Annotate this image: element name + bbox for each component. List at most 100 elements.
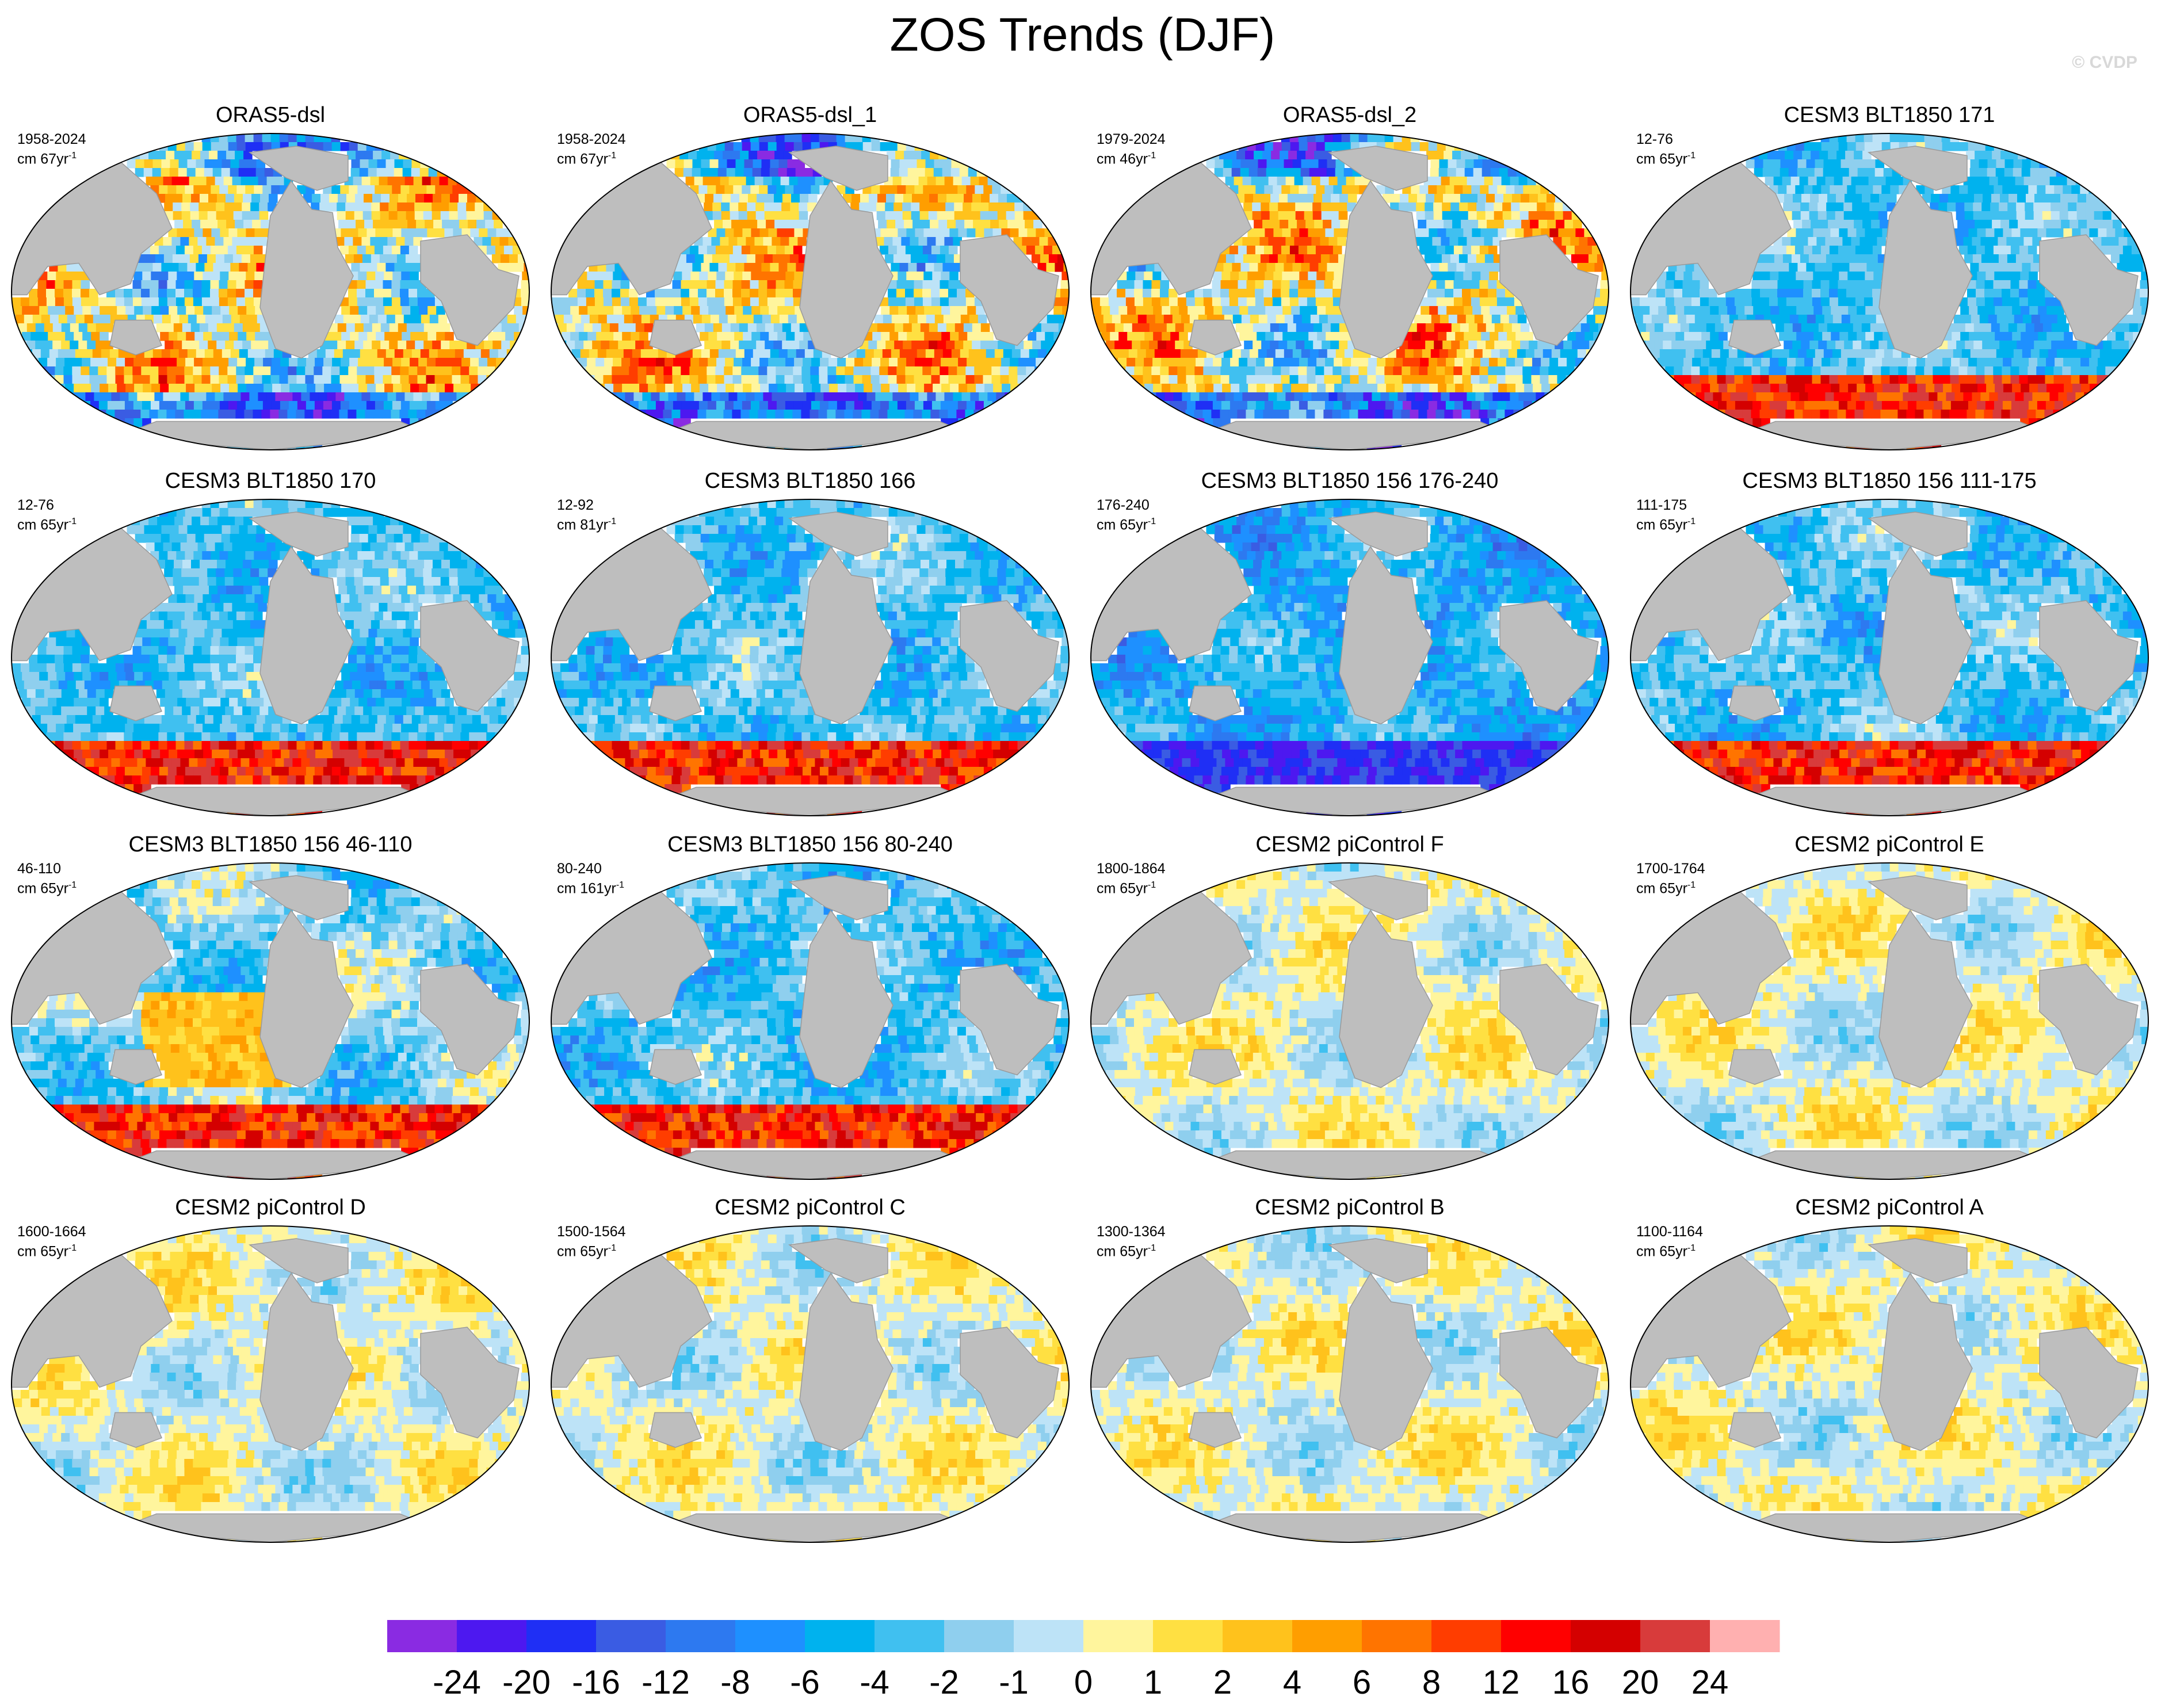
trend-cell [1251, 392, 1260, 402]
trend-cell [35, 323, 45, 333]
trend-cell [1823, 349, 1833, 358]
trend-cell [920, 341, 929, 350]
trend-cell [1575, 358, 1584, 367]
trend-cell [684, 159, 693, 169]
trend-cell [919, 202, 929, 212]
trend-cell [1031, 254, 1041, 263]
trend-cell [161, 168, 170, 177]
trend-cell [296, 375, 306, 384]
trend-cell [1308, 306, 1318, 315]
trend-cell [1041, 341, 1050, 350]
trend-cell [955, 194, 964, 203]
trend-cell [1498, 228, 1507, 238]
trend-cell [206, 177, 216, 186]
trend-cell [375, 358, 384, 367]
trend-cell [193, 401, 203, 410]
trend-cell [365, 246, 375, 255]
trend-cell [496, 228, 505, 238]
trend-cell [1663, 341, 1672, 350]
trend-cell [1689, 323, 1698, 333]
trend-cell [197, 392, 207, 402]
trend-cell [735, 263, 744, 272]
trend-cell [158, 246, 168, 255]
trend-cell [530, 272, 535, 281]
trend-cell [594, 297, 604, 307]
trend-cell [1693, 384, 1702, 393]
trend-cell [841, 392, 850, 402]
trend-cell [331, 185, 341, 194]
trend-cell [791, 194, 800, 203]
trend-cell [631, 332, 640, 341]
trend-cell [734, 228, 743, 238]
trend-cell [852, 194, 861, 203]
trend-cell [404, 177, 414, 186]
trend-cell [983, 185, 992, 194]
trend-cell [1445, 289, 1454, 298]
trend-cell [1782, 177, 1792, 186]
trend-cell [589, 315, 599, 324]
trend-cell [953, 237, 962, 246]
trend-cell [1559, 384, 1568, 393]
trend-cell [89, 297, 99, 307]
trend-cell [1625, 289, 1631, 298]
trend-cell [1484, 177, 1494, 186]
trend-cell [1788, 168, 1798, 177]
trend-cell [1554, 202, 1563, 212]
trend-cell [1311, 392, 1320, 402]
trend-cell [61, 341, 70, 350]
trend-cell [1996, 159, 2006, 169]
trend-cell [898, 272, 907, 281]
trend-cell [1866, 168, 1876, 177]
trend-cell [1709, 358, 1719, 367]
trend-cell [984, 384, 994, 393]
trend-cell [1520, 323, 1530, 333]
trend-cell [1577, 263, 1586, 272]
trend-cell [165, 323, 174, 333]
trend-cell [1492, 392, 1502, 402]
trend-cell [1203, 366, 1212, 376]
trend-cell [2146, 323, 2148, 333]
trend-cell [911, 341, 921, 350]
trend-cell [1778, 272, 1788, 281]
trend-cell [1260, 254, 1270, 263]
trend-cell [1814, 168, 1824, 177]
trend-cell [2015, 254, 2025, 263]
trend-cell [219, 366, 228, 376]
trend-cell [253, 289, 262, 298]
trend-cell [364, 194, 373, 203]
trend-cell [753, 263, 762, 272]
trend-cell [612, 280, 621, 289]
trend-cell [1907, 375, 1916, 384]
trend-cell [400, 366, 409, 376]
trend-cell [2133, 306, 2142, 315]
trend-cell [1829, 366, 1838, 376]
trend-cell [1637, 323, 1647, 333]
trend-cell [758, 366, 768, 376]
trend-cell [1790, 237, 1800, 246]
trend-cell [1854, 151, 1863, 160]
trend-cell [725, 272, 734, 281]
trend-cell [108, 306, 117, 315]
trend-cell [1976, 366, 1985, 376]
trend-cell [724, 375, 734, 384]
trend-cell [1256, 228, 1265, 238]
trend-cell [763, 254, 773, 263]
trend-cell [289, 358, 298, 367]
trend-cell [1948, 194, 1957, 203]
trend-cell [55, 366, 64, 376]
trend-cell [889, 332, 899, 341]
trend-cell [1277, 177, 1286, 186]
trend-cell [786, 168, 796, 177]
trend-cell [1144, 358, 1153, 367]
trend-cell [174, 151, 184, 160]
trend-cell [247, 168, 257, 177]
trend-cell [1784, 194, 1793, 203]
trend-cell [245, 133, 254, 143]
trend-cell [1743, 366, 1752, 376]
trend-cell [1265, 306, 1274, 315]
trend-cell [1385, 401, 1395, 410]
trend-cell [797, 177, 807, 186]
trend-cell [460, 375, 470, 384]
trend-cell [320, 194, 330, 203]
trend-cell [479, 358, 488, 367]
